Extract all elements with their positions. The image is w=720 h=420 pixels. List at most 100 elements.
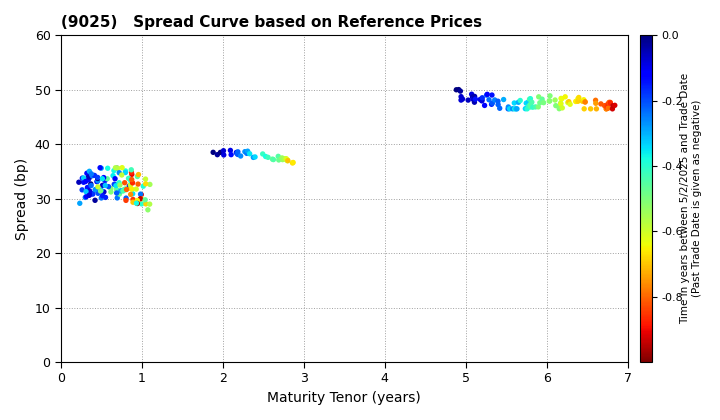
Point [125, 191, 136, 198]
Point [109, 164, 121, 171]
Point [105, 185, 117, 192]
Point [96, 192, 108, 199]
Point [498, 96, 509, 103]
Point [244, 150, 256, 157]
Point [120, 195, 132, 202]
Point [91, 186, 102, 193]
Point [76, 175, 88, 181]
Point [282, 158, 293, 164]
Point [538, 99, 549, 106]
Point [555, 95, 567, 102]
Point [102, 176, 113, 182]
Point [124, 183, 135, 189]
Point [114, 191, 125, 197]
Point [559, 93, 571, 100]
Point [455, 93, 467, 100]
Point [98, 189, 109, 195]
Point [217, 147, 229, 154]
Point [564, 101, 576, 108]
Point [92, 190, 104, 197]
Point [599, 102, 611, 109]
Point [110, 182, 122, 189]
Point [536, 96, 548, 102]
Point [287, 160, 298, 166]
Point [515, 97, 526, 104]
Point [580, 99, 591, 105]
Point [266, 156, 278, 163]
Point [111, 165, 122, 171]
Point [89, 186, 101, 193]
Point [525, 101, 536, 108]
Point [507, 105, 518, 112]
Point [530, 104, 541, 110]
Point [80, 178, 91, 185]
Point [132, 181, 144, 187]
Point [525, 103, 536, 110]
Point [273, 157, 284, 163]
Point [544, 98, 555, 105]
Point [103, 183, 114, 190]
Point [578, 96, 590, 103]
Point [212, 151, 223, 158]
Point [125, 181, 136, 188]
Point [492, 98, 504, 105]
Point [607, 102, 618, 109]
Point [84, 192, 95, 199]
X-axis label: Maturity Tenor (years): Maturity Tenor (years) [267, 391, 421, 405]
Point [140, 181, 151, 187]
Point [122, 175, 134, 182]
Point [126, 176, 138, 183]
Point [570, 98, 582, 105]
Point [555, 100, 567, 106]
Point [81, 193, 92, 200]
Point [469, 93, 480, 100]
Point [81, 184, 93, 191]
Point [579, 98, 590, 105]
Point [534, 100, 546, 106]
Point [99, 177, 111, 184]
Point [476, 97, 487, 103]
Point [282, 157, 293, 163]
Point [92, 178, 104, 184]
Point [130, 186, 142, 192]
Point [503, 104, 514, 110]
Point [572, 95, 584, 102]
Point [109, 181, 120, 188]
Point [602, 105, 613, 111]
Point [114, 182, 126, 189]
Point [126, 186, 138, 192]
Point [96, 182, 108, 189]
Point [469, 96, 481, 102]
Point [260, 153, 271, 160]
Point [115, 187, 127, 194]
Point [91, 178, 103, 185]
Point [84, 190, 95, 197]
Point [276, 156, 288, 163]
Point [563, 98, 575, 105]
Point [242, 148, 253, 155]
Point [556, 95, 567, 102]
Point [117, 188, 129, 194]
Point [578, 105, 590, 112]
Point [120, 197, 132, 204]
Point [590, 97, 601, 104]
Point [121, 186, 132, 193]
Text: (9025)   Spread Curve based on Reference Prices: (9025) Spread Curve based on Reference P… [61, 15, 482, 30]
Point [555, 103, 567, 110]
Point [117, 164, 128, 171]
Point [513, 99, 524, 106]
Point [78, 175, 89, 181]
Point [125, 185, 137, 192]
Point [127, 190, 138, 197]
Point [94, 164, 106, 171]
Point [550, 102, 562, 109]
Point [126, 169, 138, 176]
Point [469, 99, 480, 105]
Point [114, 169, 125, 176]
Point [504, 105, 516, 112]
Point [511, 105, 523, 112]
Point [140, 197, 151, 203]
Point [248, 154, 259, 161]
Point [230, 149, 242, 156]
Point [112, 187, 123, 194]
